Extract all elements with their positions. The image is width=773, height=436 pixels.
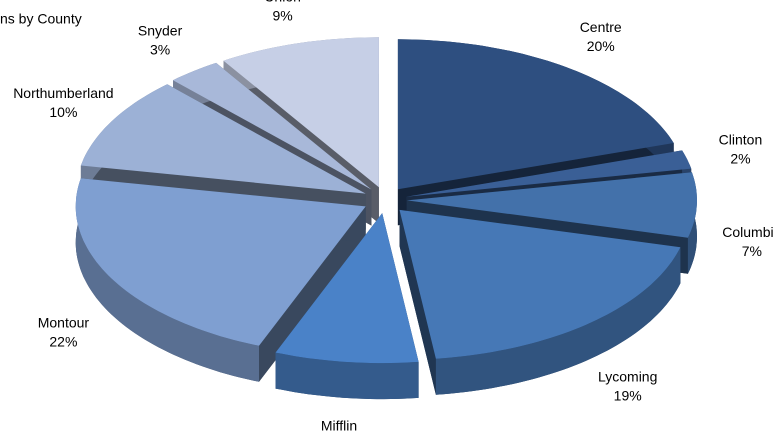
slice-value-label: 22% — [49, 334, 77, 350]
slice — [275, 213, 419, 400]
slice-label: Snyder — [138, 23, 183, 39]
slice-wall — [275, 352, 419, 400]
slice-label: Union — [264, 0, 301, 4]
slice-side — [399, 209, 436, 395]
slice-label: Clinton — [719, 132, 763, 148]
slice-value-label: 2% — [730, 151, 750, 167]
pie-slice — [275, 213, 419, 364]
slice-value-label: 9% — [272, 7, 292, 23]
pie-slice — [75, 178, 366, 346]
pie-slice — [80, 84, 366, 194]
slice — [399, 209, 681, 395]
slice-value-label: 7% — [742, 243, 762, 259]
slice-side — [259, 206, 366, 382]
slice-label: Centre — [580, 19, 622, 35]
pie-slice — [223, 37, 379, 188]
pie-slice — [406, 150, 692, 197]
slice-label: Lycoming — [598, 369, 657, 385]
pie-slice — [407, 172, 697, 238]
slice-label: Columbia — [722, 224, 773, 240]
slice-value-label: 19% — [614, 388, 642, 404]
slice-wall — [435, 247, 681, 395]
slice-value-label: 3% — [150, 42, 170, 58]
slice-value-label: 10% — [49, 104, 77, 120]
pie-slice — [173, 62, 372, 190]
slice — [75, 178, 366, 382]
slice-label: Northumberland — [13, 85, 113, 101]
slice-wall — [75, 178, 259, 382]
slice-value-label: 20% — [587, 38, 615, 54]
pie-slice — [399, 209, 681, 359]
slice-label: Mifflin — [321, 417, 357, 433]
pie-slice — [397, 39, 674, 190]
slice-label: Montour — [38, 315, 90, 331]
chart-title: ns by County — [0, 11, 82, 27]
